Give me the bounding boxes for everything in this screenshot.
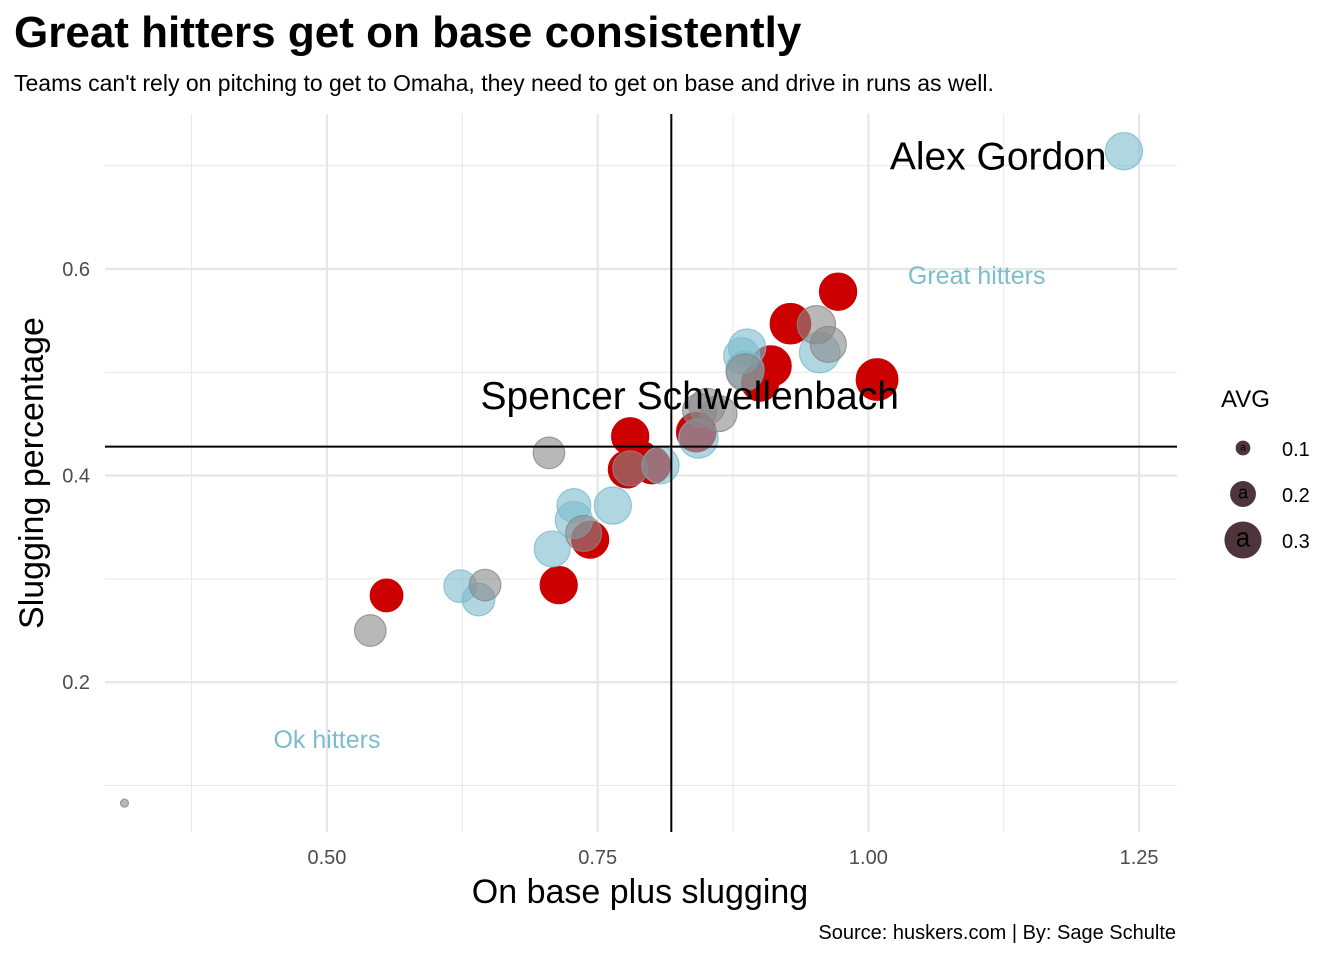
x-tick-label: 1.00 [849, 847, 888, 869]
data-point-gray [565, 514, 603, 553]
chart-title: Great hitters get on base consistently [14, 8, 802, 57]
data-point-gray [809, 325, 847, 363]
x-tick-label: 1.25 [1120, 847, 1159, 869]
legend-key-glyph: a [1240, 443, 1246, 454]
data-point-red [369, 578, 404, 613]
legend-entry-label: 0.2 [1282, 485, 1310, 507]
grid-layer: 0.50 0.75 1.00 1.25 0.2 0.4 0.6 [62, 114, 1177, 869]
legend-title: AVG [1221, 386, 1270, 413]
legend-entry-label: 0.3 [1282, 531, 1310, 553]
chart-subtitle: Teams can't rely on pitching to get to O… [14, 70, 994, 96]
data-point-red [539, 565, 578, 605]
legend: AVG a 0.1 a 0.2 a 0.3 [1221, 386, 1310, 559]
legend-key [1224, 521, 1262, 559]
y-tick-label: 0.4 [62, 466, 90, 488]
y-tick-label: 0.6 [62, 259, 90, 281]
data-point-blue [593, 486, 633, 525]
point-label: Spencer Schwellenbach [481, 375, 899, 418]
x-tick-label: 0.75 [578, 847, 617, 869]
point-label: Alex Gordon [890, 135, 1107, 178]
data-point-gray [119, 798, 130, 808]
reference-lines [105, 114, 1177, 832]
legend-key-glyph: a [1236, 522, 1251, 552]
legend-key [1230, 481, 1256, 507]
data-point-gray [725, 353, 765, 392]
data-point-gray [612, 450, 649, 487]
y-tick-label: 0.2 [62, 672, 90, 694]
chart-text-layer: Great hitters Ok hitters Alex Gordon Spence… [273, 135, 1106, 754]
data-point-red [855, 358, 899, 401]
data-point-red [818, 272, 858, 311]
annotation-label: Ok hitters [273, 726, 380, 754]
data-point-gray [532, 436, 566, 470]
legend-key-glyph: a [1238, 483, 1249, 503]
chart-caption: Source: huskers.com | By: Sage Schulte [818, 922, 1176, 944]
data-point-blue [533, 530, 571, 568]
x-axis-label: On base plus slugging [472, 873, 808, 911]
data-point-gray [681, 393, 717, 428]
data-point-gray [353, 614, 387, 647]
legend-key [1235, 440, 1251, 456]
data-point-gray [468, 568, 502, 602]
x-tick-label: 0.50 [308, 847, 347, 869]
annotation-label: Great hitters [908, 262, 1046, 290]
legend-entry-label: 0.1 [1282, 439, 1310, 461]
data-point-blue [1104, 132, 1144, 171]
point-layer [119, 132, 1144, 808]
y-axis-label: Slugging percentage [13, 317, 51, 629]
